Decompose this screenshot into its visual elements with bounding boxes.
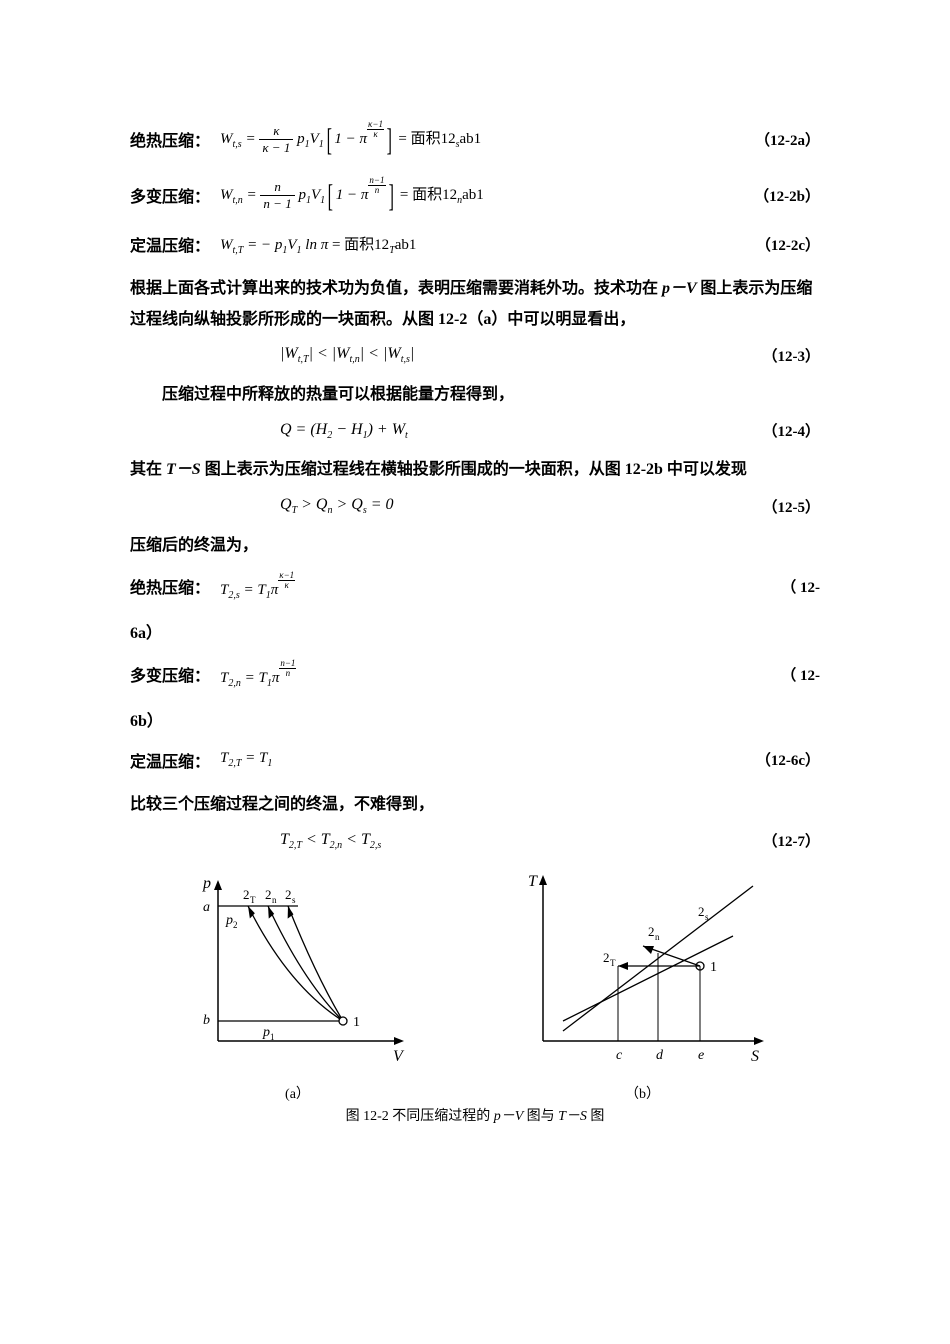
svg-text:n: n [272,895,277,905]
svg-text:1: 1 [710,960,717,975]
svg-text:T: T [250,895,256,905]
svg-text:1: 1 [353,1015,360,1030]
eq-label: 多变压缩： [130,662,210,686]
equation-12-3: |Wt,T| < |Wt,n| < |Wt,s| （12-3） [130,345,820,366]
svg-text:2: 2 [265,887,272,902]
eq-formula: T2,s = T1πκ−1κ [220,571,781,601]
svg-text:2: 2 [698,904,705,919]
eq-label: 绝热压缩： [130,574,210,598]
eq-number: （12-6c） [756,749,820,770]
equation-12-7: T2,T < T2,n < T2,s （12-7） [130,830,820,851]
eq-label: 多变压缩： [130,183,210,207]
ts-diagram-svg: T S 1 c d e 2T 2n 2s [503,866,783,1076]
equation-12-6b: 多变压缩： T2,n = T1πn−1n （ 12- [130,659,820,689]
diagram-container: p a p 2 b p 1 1 V 2T 2n 2s (a） [130,866,820,1103]
svg-text:s: s [705,912,709,922]
caption-b: （b） [503,1083,783,1103]
svg-text:2: 2 [233,920,238,930]
eq-formula: Wt,n = nn − 1 p1V1[1 − πn−1n] = 面积12nab1 [220,176,754,214]
svg-text:n: n [655,932,660,942]
eq-continuation-6b: 6b） [130,707,820,737]
main-caption: 图 12-2 不同压缩过程的 p－V 图与 T－S 图 [130,1105,820,1125]
eq-number: （12-2c） [756,234,820,255]
eq-continuation-6a: 6a） [130,619,820,649]
paragraph-2: 压缩过程中所释放的热量可以根据能量方程得到， [130,380,820,410]
svg-text:2: 2 [243,887,250,902]
eq-formula: QT > Qn > Qs = 0 [130,496,763,516]
svg-text:2: 2 [603,950,610,965]
svg-text:p: p [262,1025,270,1040]
paragraph-1: 根据上面各式计算出来的技术功为负值，表明压缩需要消耗外功。技术功在 p－V 图上… [130,274,820,335]
eq-number: （ 12- [781,576,820,597]
equation-12-2a: 绝热压缩： Wt,s = κκ − 1 p1V1[1 − πκ−1κ] = 面积… [130,120,820,158]
eq-formula: Wt,s = κκ − 1 p1V1[1 − πκ−1κ] = 面积12sab1 [220,120,755,158]
ts-diagram: T S 1 c d e 2T 2n 2s （b） [503,866,783,1103]
svg-text:2: 2 [648,924,655,939]
eq-label: 定温压缩： [130,748,210,772]
equation-12-5: QT > Qn > Qs = 0 （12-5） [130,496,820,517]
equation-12-4: Q = (H2 − H1) + Wt （12-4） [130,420,820,441]
svg-text:b: b [203,1013,210,1028]
eq-number: （12-5） [763,496,821,517]
paragraph-7: 比较三个压缩过程之间的终温，不难得到， [130,790,820,820]
svg-text:p: p [225,913,233,928]
eq-formula: Wt,T = − p1V1 ln π = 面积12Tab1 [220,233,756,256]
eq-formula: Q = (H2 − H1) + Wt [130,421,763,441]
svg-text:S: S [751,1048,759,1065]
eq-formula: |Wt,T| < |Wt,n| < |Wt,s| [130,345,763,365]
paragraph-3: 其在 T－S 图上表示为压缩过程线在横轴投影所围成的一块面积，从图 12-2b … [130,455,820,485]
svg-text:T: T [528,873,538,890]
equation-12-2c: 定温压缩： Wt,T = − p1V1 ln π = 面积12Tab1 （12-… [130,232,820,256]
equation-12-2b: 多变压缩： Wt,n = nn − 1 p1V1[1 − πn−1n] = 面积… [130,176,820,214]
svg-text:2: 2 [285,887,292,902]
eq-number: （12-2a） [755,129,820,150]
equation-12-6c: 定温压缩： T2,T = T1 （12-6c） [130,748,820,772]
svg-text:e: e [698,1048,704,1063]
eq-number: （12-4） [763,420,821,441]
svg-text:c: c [616,1048,623,1063]
eq-label: 定温压缩： [130,232,210,256]
eq-formula: T2,T < T2,n < T2,s [130,831,763,851]
eq-number: （12-2b） [754,185,820,206]
eq-number: （ 12- [781,664,820,685]
svg-text:a: a [203,900,210,915]
svg-text:1: 1 [270,1032,275,1042]
paragraph-4: 压缩后的终温为， [130,531,820,561]
eq-label: 绝热压缩： [130,127,210,151]
pv-diagram: p a p 2 b p 1 1 V 2T 2n 2s (a） [168,866,428,1103]
eq-formula: T2,T = T1 [220,750,756,769]
caption-a: (a） [168,1083,428,1103]
svg-text:T: T [610,958,616,968]
svg-text:p: p [202,875,211,892]
eq-number: （12-7） [763,830,821,851]
pv-diagram-svg: p a p 2 b p 1 1 V 2T 2n 2s [168,866,428,1076]
equation-12-6a: 绝热压缩： T2,s = T1πκ−1κ （ 12- [130,571,820,601]
svg-text:s: s [292,895,296,905]
eq-number: （12-3） [763,345,821,366]
eq-formula: T2,n = T1πn−1n [220,659,781,689]
svg-text:d: d [656,1048,664,1063]
svg-text:V: V [393,1048,405,1065]
